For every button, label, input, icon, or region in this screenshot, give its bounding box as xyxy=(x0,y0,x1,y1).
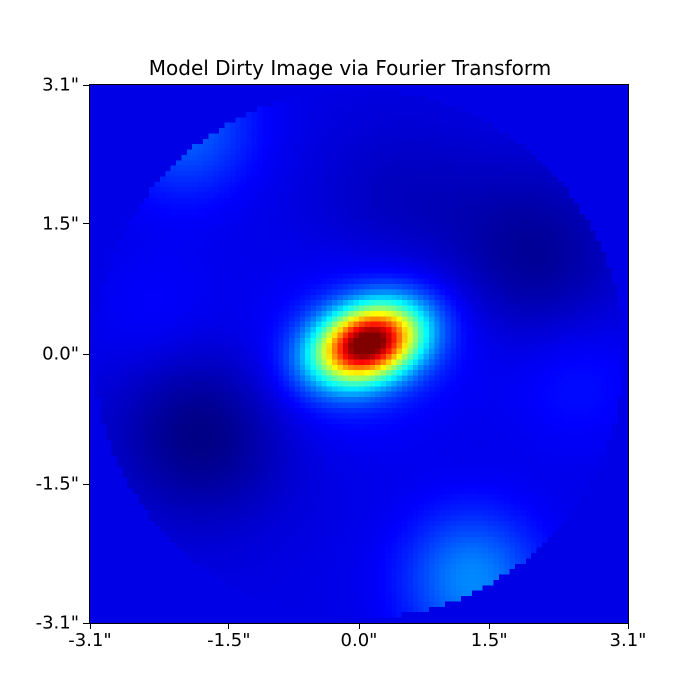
y-tick-label: -1.5" xyxy=(35,473,79,495)
x-tick-mark xyxy=(358,623,360,629)
x-tick-mark xyxy=(89,623,91,629)
y-tick-mark xyxy=(83,223,89,225)
y-tick-mark xyxy=(83,84,89,86)
x-tick-label: 1.5" xyxy=(470,630,508,651)
x-tick-label: 3.1" xyxy=(609,630,647,651)
y-tick-mark xyxy=(83,622,89,624)
x-tick-label: 0.0" xyxy=(340,630,378,651)
y-tick-label: 1.5" xyxy=(42,213,79,235)
x-tick-label: -3.1" xyxy=(68,630,112,651)
x-tick-mark xyxy=(627,623,629,629)
y-tick-mark xyxy=(83,483,89,485)
x-tick-mark xyxy=(228,623,230,629)
x-tick-mark xyxy=(488,623,490,629)
chart-title: Model Dirty Image via Fourier Transform xyxy=(148,56,552,80)
y-tick-label: 3.1" xyxy=(42,74,79,96)
y-tick-mark xyxy=(83,353,89,355)
x-tick-label: -1.5" xyxy=(207,630,251,651)
dirty-image-heatmap xyxy=(90,85,628,623)
y-tick-label: -3.1" xyxy=(35,612,79,634)
y-tick-label: 0.0" xyxy=(42,343,79,365)
